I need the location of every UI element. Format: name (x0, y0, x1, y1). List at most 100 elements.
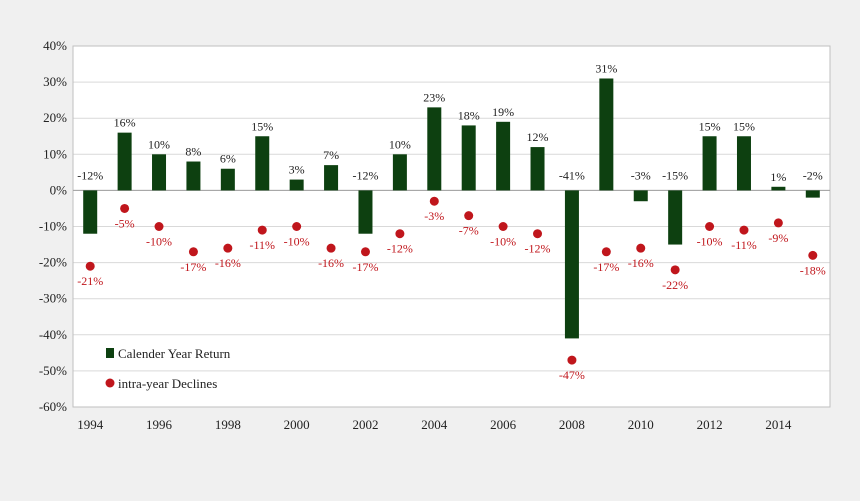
y-tick-label: -10% (39, 219, 67, 234)
x-tick-label: 2006 (490, 417, 517, 432)
bar-data-label: 3% (289, 163, 305, 177)
x-tick-label: 2012 (697, 417, 723, 432)
scatter-point (326, 243, 336, 253)
y-tick-label: -40% (39, 327, 67, 342)
scatter-point (601, 247, 611, 257)
y-axis: 40% 30% 20% 10% 0% -10% -20% -30% -40% -50% -60% (39, 38, 67, 414)
bar-data-label: 16% (114, 116, 136, 130)
bar (805, 190, 820, 198)
scatter-point (429, 196, 439, 206)
bar (599, 78, 614, 191)
bar (392, 154, 407, 191)
bar-data-label: 15% (699, 119, 721, 133)
bar (564, 190, 579, 339)
scatter-point (533, 229, 543, 239)
scatter-point (773, 218, 783, 228)
bar-data-label: -3% (631, 168, 651, 182)
bar-data-label: 6% (220, 152, 236, 166)
scatter-point (223, 243, 233, 253)
scatter-data-label: -3% (424, 209, 444, 223)
bar-data-label: 8% (185, 145, 201, 159)
y-tick-label: 30% (43, 74, 67, 89)
bar-data-label: 7% (323, 148, 339, 162)
bar-data-label: 15% (251, 119, 273, 133)
bar (633, 190, 648, 202)
scatter-data-label: -7% (459, 224, 479, 238)
scatter-data-label: -17% (352, 260, 378, 274)
scatter-data-label: -47% (559, 368, 585, 382)
bar-data-label: -2% (803, 168, 823, 182)
scatter-data-label: -12% (387, 242, 413, 256)
scatter-data-label: -5% (115, 216, 135, 230)
bar-data-label: 12% (527, 130, 549, 144)
x-axis: 1994 1996 1998 2000 2002 2004 2006 2008 2010 2012… (77, 417, 792, 432)
scatter-point (154, 222, 164, 231)
y-tick-label: 40% (43, 38, 67, 53)
scatter-point (567, 355, 577, 365)
y-tick-label: -60% (39, 399, 67, 414)
x-tick-label: 2010 (628, 417, 654, 432)
y-tick-label: -50% (39, 363, 67, 378)
bar-data-label: -12% (352, 168, 378, 182)
bar (461, 125, 476, 191)
bar (771, 186, 786, 191)
bar (668, 190, 683, 245)
y-tick-label: 20% (43, 110, 67, 125)
bar (83, 190, 98, 234)
legend-swatch-bar (106, 348, 114, 358)
bar-data-label: 10% (148, 137, 170, 151)
scatter-data-label: -10% (490, 235, 516, 249)
bar-data-label: 23% (423, 90, 445, 104)
bar-data-label: 31% (595, 61, 617, 75)
x-tick-label: 1998 (215, 417, 241, 432)
scatter-data-label: -16% (318, 256, 344, 270)
scatter-data-labels: -21%-5%-10%-17% -16%-11% -10%-16% -17%-12%-… (77, 209, 826, 382)
y-tick-label: 10% (43, 146, 67, 161)
scatter-data-label: -17% (593, 260, 619, 274)
x-tick-label: 2008 (559, 417, 585, 432)
legend-swatch-dot (105, 378, 115, 388)
bar-data-label: 10% (389, 137, 411, 151)
bar (736, 136, 751, 191)
scatter-data-label: -9% (768, 231, 788, 245)
bar (530, 147, 545, 191)
y-tick-label: -20% (39, 255, 67, 270)
scatter-point (395, 229, 405, 239)
bar-data-label: 19% (492, 105, 514, 119)
bar-data-labels: -12% 16% 10% 8% 6% 15% 3% 7% -12% 10% 23% 18% 19% 12%… (77, 61, 823, 183)
bar (220, 168, 235, 191)
x-tick-label: 1994 (77, 417, 104, 432)
scatter-point (188, 247, 198, 257)
bar-data-label: 15% (733, 119, 755, 133)
x-tick-label: 2000 (284, 417, 310, 432)
scatter-data-label: -12% (525, 242, 551, 256)
bar (324, 165, 339, 191)
scatter-data-label: -11% (731, 238, 757, 252)
scatter-point (498, 222, 508, 231)
bar (496, 121, 511, 191)
scatter-data-label: -16% (628, 256, 654, 270)
scatter-point (464, 211, 474, 221)
bar-data-label: 1% (770, 170, 786, 184)
x-tick-label: 2002 (352, 417, 378, 432)
scatter-point (85, 261, 95, 271)
scatter-series (85, 196, 818, 365)
x-tick-label: 1996 (146, 417, 173, 432)
y-tick-label: 0% (50, 182, 68, 197)
bar (255, 136, 270, 191)
legend-label-dot: intra-year Declines (118, 376, 217, 391)
scatter-data-label: -17% (180, 260, 206, 274)
bar-data-label: 18% (458, 108, 480, 122)
bar-data-label: -15% (662, 168, 688, 182)
scatter-point (808, 250, 818, 260)
x-tick-label: 2004 (421, 417, 448, 432)
bar (358, 190, 373, 234)
scatter-data-label: -10% (146, 235, 172, 249)
scatter-point (292, 222, 302, 231)
bar (289, 179, 304, 191)
scatter-point (360, 247, 370, 257)
gridlines (72, 45, 831, 408)
bar-data-label: -12% (77, 168, 103, 182)
